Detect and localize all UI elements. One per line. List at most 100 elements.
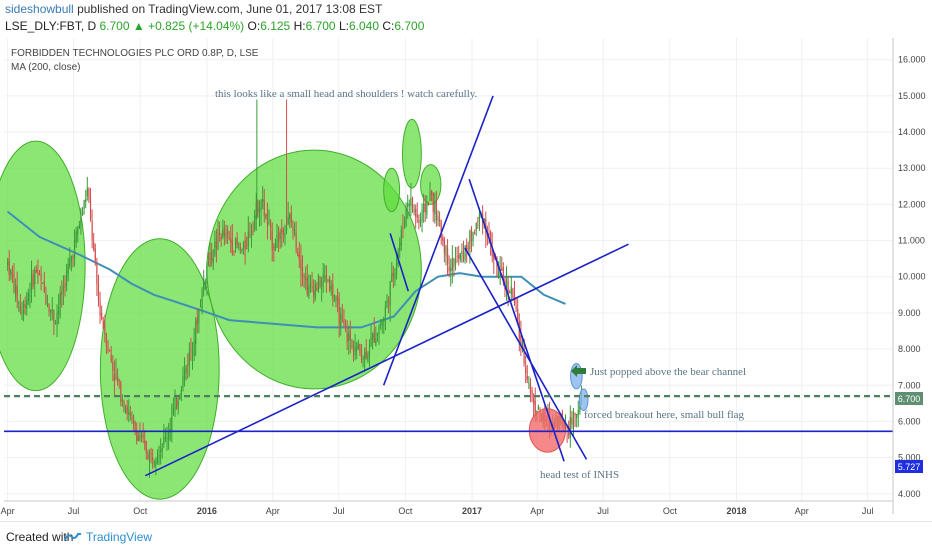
candle-body (145, 441, 147, 454)
candle-body (190, 348, 192, 351)
open-label: O: (247, 19, 261, 33)
candle-body (62, 285, 65, 292)
candle-body (391, 273, 393, 282)
candle-body (316, 287, 318, 290)
candle-body (265, 214, 267, 217)
candle-body (336, 295, 339, 301)
candle-body (148, 453, 151, 462)
candle-body (29, 294, 31, 296)
candle-body (78, 224, 80, 229)
candle-body (80, 213, 82, 226)
x-tick-label: 2018 (726, 506, 746, 516)
candle-body (257, 201, 259, 214)
trendline-long-uptrend (144, 243, 629, 477)
candle-body (456, 256, 458, 258)
candle-body (88, 188, 90, 200)
candle-body (231, 240, 233, 253)
candle-body (359, 343, 361, 353)
candle-body (493, 254, 495, 260)
support-price-label: 5.727 (895, 460, 923, 473)
candle-body (440, 221, 442, 238)
tradingview-logo-icon[interactable] (64, 531, 82, 543)
candle-body (113, 374, 116, 381)
candle-body (458, 254, 460, 259)
candle-body (531, 389, 533, 397)
candle-body (96, 263, 98, 285)
candle-body (215, 238, 218, 248)
candle-body (572, 410, 575, 429)
candle-body (332, 283, 334, 300)
candle-body (333, 300, 335, 302)
candle-body (142, 433, 144, 439)
candle-body (166, 438, 168, 440)
open-value: 6.125 (260, 19, 291, 33)
candle-body (373, 330, 375, 343)
y-tick-label: 13.000 (898, 163, 926, 173)
candle-body (40, 273, 42, 281)
candle-body (317, 275, 320, 291)
candle-body (321, 280, 323, 287)
candle-body (10, 269, 12, 275)
candle-body (101, 313, 103, 320)
candle-body (75, 231, 77, 243)
candle-body (158, 455, 160, 457)
candle-body (327, 280, 329, 282)
candle-body (45, 293, 47, 305)
candle-body (483, 218, 485, 223)
y-tick-label: 7.000 (898, 380, 921, 390)
candle-body (230, 238, 232, 244)
candle-body (274, 244, 277, 251)
username-link[interactable]: sideshowbull (5, 2, 74, 16)
candle-body (446, 248, 449, 265)
candle-body (164, 437, 167, 439)
candle-body (313, 290, 315, 296)
close-label: C: (382, 19, 395, 33)
tradingview-brand-link[interactable]: TradingView (86, 530, 153, 544)
candle-body (356, 345, 358, 351)
candle-body (287, 217, 289, 224)
candle-body (246, 247, 248, 249)
candle-body (223, 227, 226, 237)
candle-body (249, 234, 251, 236)
candle-body (156, 456, 159, 464)
candle-body (273, 246, 275, 249)
candle-body (282, 229, 284, 235)
y-tick-label: 8.000 (898, 344, 921, 354)
candle-body (400, 229, 402, 246)
candle-body (435, 200, 438, 221)
candle-body (462, 253, 465, 262)
created-with-text: Created with (6, 530, 74, 544)
candle-body (42, 282, 44, 284)
arrow-icon (571, 365, 586, 377)
candle-body (175, 397, 178, 407)
candle-body (529, 383, 532, 394)
candle-body (177, 400, 179, 410)
candle-body (375, 338, 377, 346)
candle-body (219, 232, 221, 235)
candle-body (171, 416, 173, 431)
candle-body (93, 242, 95, 250)
candle-body (217, 231, 219, 250)
candle-body (418, 220, 420, 222)
candle-body (289, 214, 291, 220)
candle-body (348, 334, 350, 342)
candle-body (58, 306, 60, 316)
x-tick-label: 2016 (197, 506, 217, 516)
candle-body (301, 267, 304, 277)
candle-body (263, 199, 265, 216)
ellipse-group-green (0, 118, 442, 500)
candle-body (144, 440, 146, 443)
x-tick-label: 2017 (462, 506, 482, 516)
candle-body (569, 416, 571, 438)
x-tick-label: Apr (1, 506, 15, 516)
trendline-steep-uptrend (382, 95, 494, 386)
candle-body (372, 333, 374, 340)
candle-body (37, 269, 39, 276)
candle-body (510, 286, 512, 295)
candle-body (270, 225, 272, 228)
candle-body (204, 280, 206, 286)
candle-body (491, 246, 493, 257)
candle-body (126, 405, 128, 414)
candle-body (528, 382, 530, 384)
candle-body (134, 421, 136, 431)
